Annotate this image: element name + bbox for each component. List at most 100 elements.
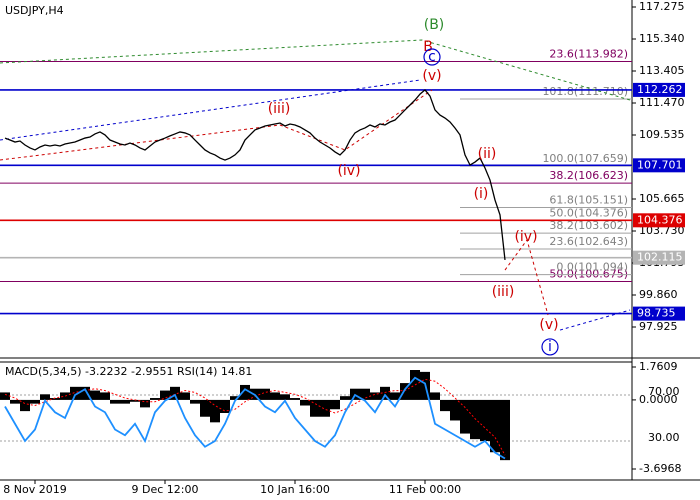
macd-bar [170,386,180,400]
y-tick-label: 99.860 [639,288,678,301]
trend-line [504,238,549,316]
level-label: 38.2(106.623) [549,169,628,182]
wave-label: (iv) [337,163,360,179]
fib-label: 101.8(111.710) [542,85,628,98]
macd-bar [430,392,440,400]
x-tick-label: 10 Jan 16:00 [260,483,330,496]
y-tick-label: 0.0000 [639,393,678,406]
macd-bar [240,384,250,400]
wave-label: (iii) [492,284,515,300]
y2-tick-label: 30.00 [648,431,680,444]
macd-bar [400,383,410,400]
trend-line [0,39,631,101]
price-label: 104.376 [637,213,683,226]
macd-bar [480,399,490,442]
y-tick-label: 105.665 [639,192,685,205]
macd-bar [360,388,370,400]
macd-bar [270,392,280,400]
wave-label: i [548,339,552,355]
macd-bar [450,399,460,421]
wave-label: c [428,49,436,65]
wave-label: (v) [539,317,558,333]
y-tick-label: 115.340 [639,32,685,45]
wave-label: (i) [474,186,489,202]
price-label: 107.701 [637,158,683,171]
macd-bar [390,392,400,400]
macd-bar [260,388,270,400]
macd-bar [40,394,50,400]
macd-bar [310,399,320,417]
macd-bar [470,399,480,440]
macd-bar [90,390,100,400]
macd-bar [80,386,90,400]
fib-label: 61.8(105.151) [549,193,628,206]
macd-bar [230,396,240,400]
macd-bar [490,399,500,453]
price-label: 112.262 [637,83,683,96]
macd-bar [290,398,300,400]
wave-label: (ii) [478,146,497,162]
price-label: 98.735 [637,307,676,320]
macd-bar [200,399,210,417]
macd-bar [20,399,30,412]
y2-tick-label: 70.00 [648,385,680,398]
wave-label: (iv) [514,229,537,245]
y-tick-label: 113.405 [639,64,685,77]
level-label: 23.6(113.982) [549,47,628,60]
price-label-box [633,306,685,321]
macd-bar [60,392,70,400]
x-tick-label: 11 Feb 00:00 [389,483,461,496]
y-tick-label: 97.925 [639,320,678,333]
macd-bar [110,399,120,404]
rsi-line [4,376,506,460]
y-tick-label: -3.6968 [639,462,681,475]
macd-bar [190,399,200,404]
macd-bar [160,390,170,400]
price-label-box [633,250,685,265]
macd-bar [0,392,10,400]
trend-line [0,79,421,141]
fib-label: 100.0(107.659) [542,152,628,165]
wave-label: (B) [424,17,445,33]
macd-bar [70,386,80,400]
y-tick-label: 1.7609 [639,360,678,373]
macd-bar [370,392,380,400]
macd-bar [300,399,310,406]
trend-line [559,309,631,331]
macd-bar [440,399,450,412]
macd-bar [210,399,220,423]
macd-bar [460,399,470,434]
fib-label: 50.0(104.376) [549,206,628,219]
y-tick-label: 117.275 [639,0,685,13]
wave-label: (v) [422,68,441,84]
wave-label: (iii) [268,101,291,117]
macd-bar [340,396,350,400]
pane-title: MACD(5,34,5) -3.2232 -2.9551 RSI(14) 14.… [5,365,252,378]
macd-bar [330,399,340,410]
price-label: 102.115 [637,251,683,264]
chart-title: USDJPY,H4 [5,4,64,17]
wave-label: B [423,39,433,55]
macd-bar [220,399,230,413]
macd-bar [50,398,60,400]
macd-bar [380,386,390,400]
macd-bar [500,399,510,461]
macd-bar [180,392,190,400]
macd-bar [280,394,290,400]
macd-bar [140,399,150,408]
fib-label: 23.6(102.643) [549,235,628,248]
fib-label: 38.2(103.602) [549,219,628,232]
price-label-box [633,82,685,97]
macd-bar [30,399,40,404]
macd-bar [150,398,160,400]
wave-circle [541,338,559,356]
trend-line [0,89,433,161]
level-label: 50.0(100.675) [549,268,628,281]
wave-circle [423,48,441,66]
y-tick-label: 111.470 [639,96,685,109]
price-label-box [633,213,685,228]
x-tick-label: 8 Nov 2019 [3,483,66,496]
macd-bar [320,399,330,417]
